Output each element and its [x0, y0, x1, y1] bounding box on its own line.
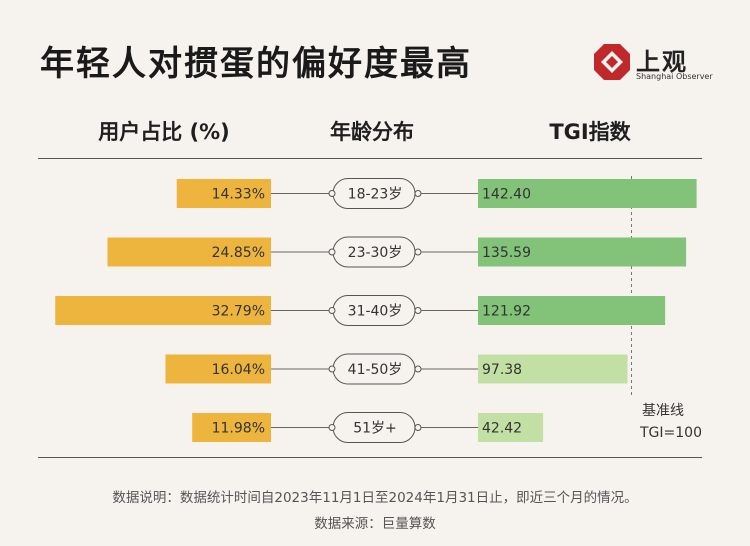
age-label: 41-50岁: [348, 362, 403, 378]
connector-node: [328, 365, 336, 373]
tgi-bar: [478, 179, 697, 208]
tgi-bar: [478, 354, 628, 384]
header-age: 年龄分布: [330, 120, 414, 144]
logo-name: 上观: [636, 48, 688, 76]
share-label: 11.98%: [212, 421, 265, 437]
connector-node: [328, 248, 336, 256]
age-label: 18-23岁: [348, 187, 403, 203]
share-label: 14.33%: [212, 187, 265, 203]
bottom-rule: [38, 457, 702, 458]
header-share: 用户占比 (%): [98, 120, 230, 144]
share-label: 24.85%: [212, 245, 265, 261]
logo-subtitle: Shanghai Observer: [636, 72, 713, 81]
age-label: 51岁+: [353, 421, 397, 437]
connector-node: [328, 307, 336, 314]
brand-logo: 上观 Shanghai Observer: [590, 40, 720, 90]
header-tgi: TGI指数: [549, 120, 631, 144]
age-label: 31-40岁: [348, 304, 403, 320]
tgi-bar: [478, 413, 544, 442]
connector-node: [414, 424, 422, 431]
share-bar: [165, 354, 271, 384]
data-source: 数据来源：巨量算数: [314, 516, 436, 532]
share-bar: [107, 237, 271, 267]
connector-node: [414, 307, 422, 314]
connector-node: [328, 424, 336, 431]
reference-label: 基准线: [642, 402, 684, 419]
share-bar: [55, 296, 272, 325]
share-bar: [192, 413, 271, 442]
tgi-label: 97.38: [482, 362, 522, 378]
tgi-label: 121.92: [482, 304, 531, 320]
tgi-label: 135.59: [482, 245, 531, 261]
connector-node: [414, 365, 422, 373]
connector-node: [414, 190, 422, 197]
tgi-bar: [478, 296, 666, 325]
share-label: 32.79%: [212, 304, 265, 320]
share-bar: [176, 179, 271, 208]
reference-value-label: TGI=100: [639, 425, 702, 441]
connector-node: [328, 190, 336, 197]
age-label: 23-30岁: [348, 245, 403, 261]
tgi-label: 42.42: [482, 421, 522, 437]
tgi-label: 142.40: [482, 187, 531, 203]
logo-mark-icon: [594, 44, 630, 80]
share-label: 16.04%: [212, 362, 265, 378]
tgi-bar: [478, 237, 687, 267]
chart-title: 年轻人对掼蛋的偏好度最高: [40, 44, 472, 84]
top-rule: [38, 158, 702, 159]
connector-node: [414, 248, 422, 256]
data-note: 数据说明：数据统计时间自2023年11月1日至2024年1月31日止，即近三个月…: [112, 490, 638, 506]
